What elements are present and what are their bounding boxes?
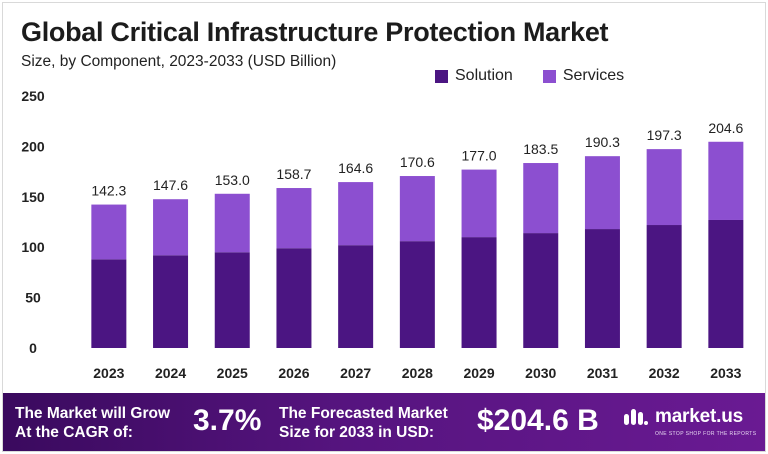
legend-swatch-solution [435,69,448,83]
legend-item-services: Services [542,67,625,85]
cagr-label-line2: At the CAGR of: [15,424,133,441]
bar-solution-2028 [399,241,435,348]
bar-services-2025 [214,193,250,253]
chart-subtitle: Size, by Component, 2023-2033 (USD Billi… [21,53,337,70]
market-us-logo-icon [624,409,648,425]
bar-services-2028 [399,176,435,242]
data-label-total-2024: 147.6 [153,177,188,193]
cagr-label-line1: The Market will Grow [15,405,171,422]
bar-solution-2033 [708,219,744,348]
footer-banner: The Market will Grow At the CAGR of: 3.7… [3,393,765,451]
data-label-total-2029: 177.0 [462,148,497,164]
bar-services-2033 [708,141,744,220]
data-label-total-2033: 204.6 [708,120,743,136]
y-tick-label-150: 150 [21,189,45,205]
x-tick-label-2027: 2027 [340,365,371,381]
bar-solution-2026 [276,248,312,348]
bar-solution-2024 [153,255,189,348]
x-tick-label-2026: 2026 [278,365,309,381]
bar-services-2024 [153,199,189,256]
bar-services-2023 [91,204,127,260]
y-tick-label-50: 50 [25,290,41,306]
bar-chart: 0 50 100 150 200 250 142.3 2023 147.6 2024 153.0 20… [21,88,744,381]
data-label-total-2025: 153.0 [215,172,250,188]
brand-tagline: ONE STOP SHOP FOR THE REPORTS [655,431,757,437]
data-label-total-2032: 197.3 [647,127,682,143]
forecast-value: $204.6 B [477,404,599,437]
y-tick-label-0: 0 [29,340,37,356]
bar-services-2032 [646,149,682,226]
x-tick-label-2029: 2029 [463,365,494,381]
x-tick-label-2033: 2033 [710,365,741,381]
x-tick-label-2025: 2025 [217,365,248,381]
forecast-label: The Forecasted Market Size for 2033 in U… [279,404,448,442]
bar-services-2030 [523,163,559,234]
bar-services-2031 [584,156,620,230]
data-label-total-2028: 170.6 [400,154,435,170]
x-tick-label-2031: 2031 [587,365,618,381]
legend: Solution Services [435,67,624,85]
forecast-label-line1: The Forecasted Market [279,405,448,422]
x-tick-label-2028: 2028 [402,365,433,381]
cagr-label: The Market will Grow At the CAGR of: [15,404,170,442]
y-tick-label-200: 200 [21,138,45,154]
bar-solution-2031 [584,229,620,348]
forecast-label-line2: Size for 2033 in USD: [279,424,435,441]
bar-solution-2027 [338,245,374,348]
brand-name: market.us [655,406,743,427]
x-tick-label-2030: 2030 [525,365,556,381]
legend-label-solution: Solution [455,67,513,84]
data-label-total-2030: 183.5 [523,141,558,157]
cagr-value: 3.7% [193,404,262,437]
legend-item-solution: Solution [435,67,513,85]
chart-title: Global Critical Infrastructure Protectio… [21,17,609,47]
bar-solution-2023 [91,259,127,348]
bar-solution-2025 [214,252,250,348]
x-tick-label-2024: 2024 [155,365,186,381]
x-tick-label-2032: 2032 [649,365,680,381]
legend-swatch-services [542,69,556,83]
data-label-total-2023: 142.3 [91,183,126,199]
y-tick-label-250: 250 [21,88,45,104]
brand-logo: market.us [623,406,743,428]
bar-services-2027 [338,182,374,246]
data-label-total-2026: 158.7 [276,166,311,182]
bar-solution-2030 [523,233,559,348]
bar-solution-2029 [461,237,497,348]
bar-services-2026 [276,188,312,249]
data-label-total-2031: 190.3 [585,134,620,150]
x-tick-label-2023: 2023 [93,365,124,381]
bar-services-2029 [461,169,497,238]
y-tick-label-100: 100 [21,239,45,255]
bar-solution-2032 [646,225,682,348]
data-label-total-2027: 164.6 [338,160,373,176]
legend-label-services: Services [562,67,625,84]
